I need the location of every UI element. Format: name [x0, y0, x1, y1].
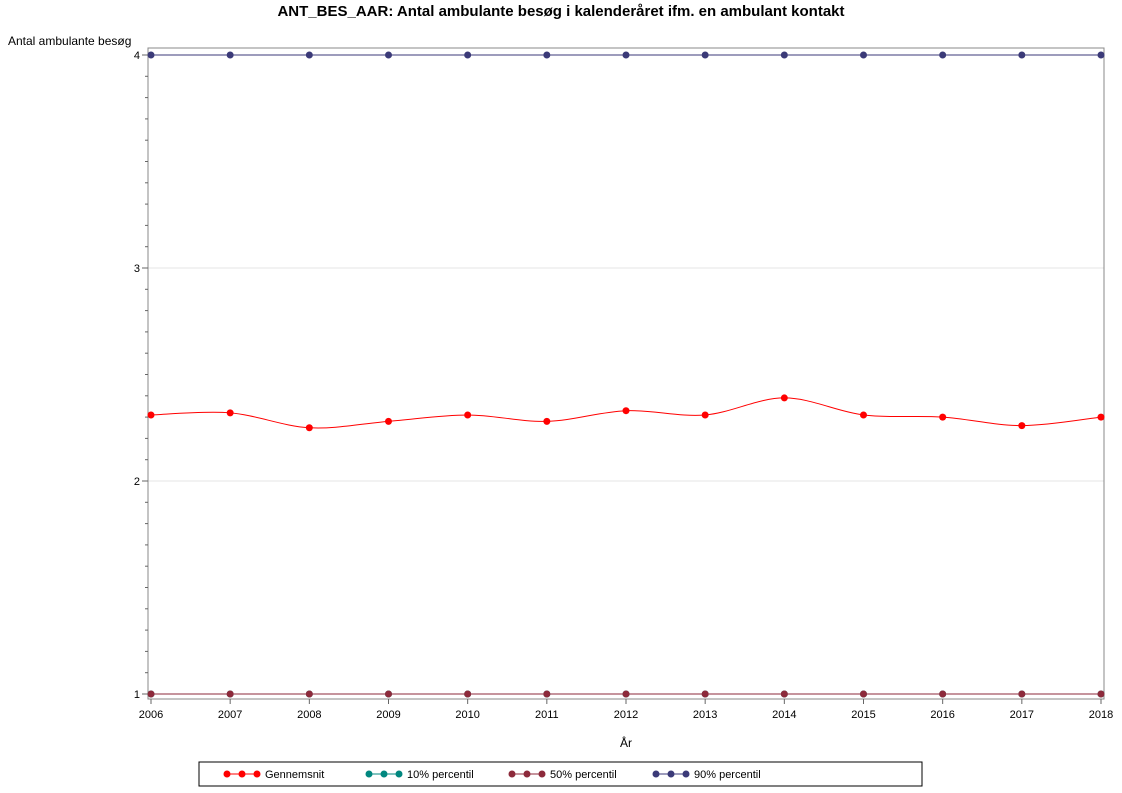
- data-point: [464, 690, 472, 698]
- data-point: [860, 690, 867, 698]
- data-point: [147, 51, 155, 59]
- data-point: [860, 51, 867, 59]
- y-tick-label: 2: [134, 476, 140, 488]
- y-tick-label: 3: [134, 263, 140, 275]
- data-point: [543, 417, 551, 425]
- legend-marker: [365, 770, 373, 778]
- legend-item: Gennemsnit: [223, 769, 324, 781]
- data-point: [780, 690, 788, 698]
- x-tick-label: 2017: [1010, 709, 1034, 721]
- x-tick-label: 2012: [614, 709, 638, 721]
- y-tick-label: 4: [134, 50, 140, 62]
- data-point: [464, 51, 472, 59]
- data-point: [543, 690, 551, 698]
- data-point: [464, 411, 472, 419]
- data-point: [939, 413, 947, 421]
- legend-marker: [538, 770, 546, 778]
- data-point: [226, 51, 234, 59]
- legend-marker: [253, 770, 261, 778]
- legend-item: 50% percentil: [508, 769, 617, 781]
- gridlines: [148, 54, 1104, 695]
- x-tick-label: 2014: [772, 709, 796, 721]
- legend-item: 90% percentil: [652, 769, 761, 781]
- data-point: [1018, 422, 1026, 430]
- data-point: [385, 417, 392, 425]
- x-tick-label: 2013: [693, 709, 717, 721]
- data-point: [305, 51, 313, 59]
- x-tick-label: 2016: [930, 709, 954, 721]
- data-point: [780, 394, 788, 402]
- data-point: [147, 411, 155, 419]
- data-point: [305, 690, 313, 698]
- data-point: [1097, 413, 1105, 421]
- legend-marker: [508, 770, 516, 778]
- data-point: [939, 51, 947, 59]
- data-point: [1018, 690, 1026, 698]
- data-point: [305, 424, 313, 432]
- legend-marker: [682, 770, 690, 778]
- data-point: [701, 411, 709, 419]
- series-0: [147, 394, 1105, 432]
- legend-marker: [395, 770, 403, 778]
- chart-title: ANT_BES_AAR: Antal ambulante besøg i kal…: [277, 3, 844, 20]
- x-axis-label: År: [620, 735, 632, 750]
- legend-label: 90% percentil: [694, 769, 761, 781]
- x-tick-label: 2011: [535, 709, 559, 721]
- y-axis-label: Antal ambulante besøg: [8, 34, 131, 48]
- data-point: [860, 411, 867, 419]
- data-point: [701, 51, 709, 59]
- legend-marker: [380, 770, 388, 778]
- data-point: [385, 51, 392, 59]
- data-point: [939, 690, 947, 698]
- data-point: [780, 51, 788, 59]
- series-2: [147, 690, 1105, 698]
- legend-marker: [652, 770, 660, 778]
- plot-frame: [147, 47, 1105, 700]
- data-point: [1097, 690, 1105, 698]
- x-tick-label: 2006: [139, 709, 163, 721]
- data-point: [385, 690, 392, 698]
- series-layer: [147, 51, 1105, 698]
- x-axis: 2006 2007 2008 2009 2010 2011 2012 2013 2014 2015…: [139, 699, 1113, 721]
- legend-marker: [523, 770, 531, 778]
- data-point: [543, 51, 551, 59]
- legend-box: [198, 761, 923, 787]
- x-tick-label: 2009: [376, 709, 400, 721]
- legend-label: 50% percentil: [550, 769, 617, 781]
- data-point: [226, 690, 234, 698]
- legend-marker: [223, 770, 231, 778]
- series-3: [147, 51, 1105, 59]
- data-point: [1097, 51, 1105, 59]
- x-tick-label: 2018: [1089, 709, 1113, 721]
- data-point: [226, 409, 234, 417]
- data-point: [701, 690, 709, 698]
- legend-item: 10% percentil: [365, 769, 474, 781]
- y-tick-label: 1: [134, 689, 140, 701]
- x-tick-label: 2015: [851, 709, 875, 721]
- data-point: [622, 690, 630, 698]
- y-axis: 1 2 3 4: [134, 50, 148, 701]
- data-point: [622, 51, 630, 59]
- data-point: [1018, 51, 1026, 59]
- x-tick-label: 2008: [297, 709, 321, 721]
- data-point: [622, 407, 630, 415]
- legend-label: Gennemsnit: [265, 769, 324, 781]
- legend-marker: [667, 770, 675, 778]
- x-tick-label: 2007: [218, 709, 242, 721]
- legend-label: 10% percentil: [407, 769, 474, 781]
- legend: Gennemsnit 10% percentil 50% percentil 90% …: [223, 769, 761, 781]
- data-point: [147, 690, 155, 698]
- x-tick-label: 2010: [455, 709, 479, 721]
- legend-marker: [238, 770, 246, 778]
